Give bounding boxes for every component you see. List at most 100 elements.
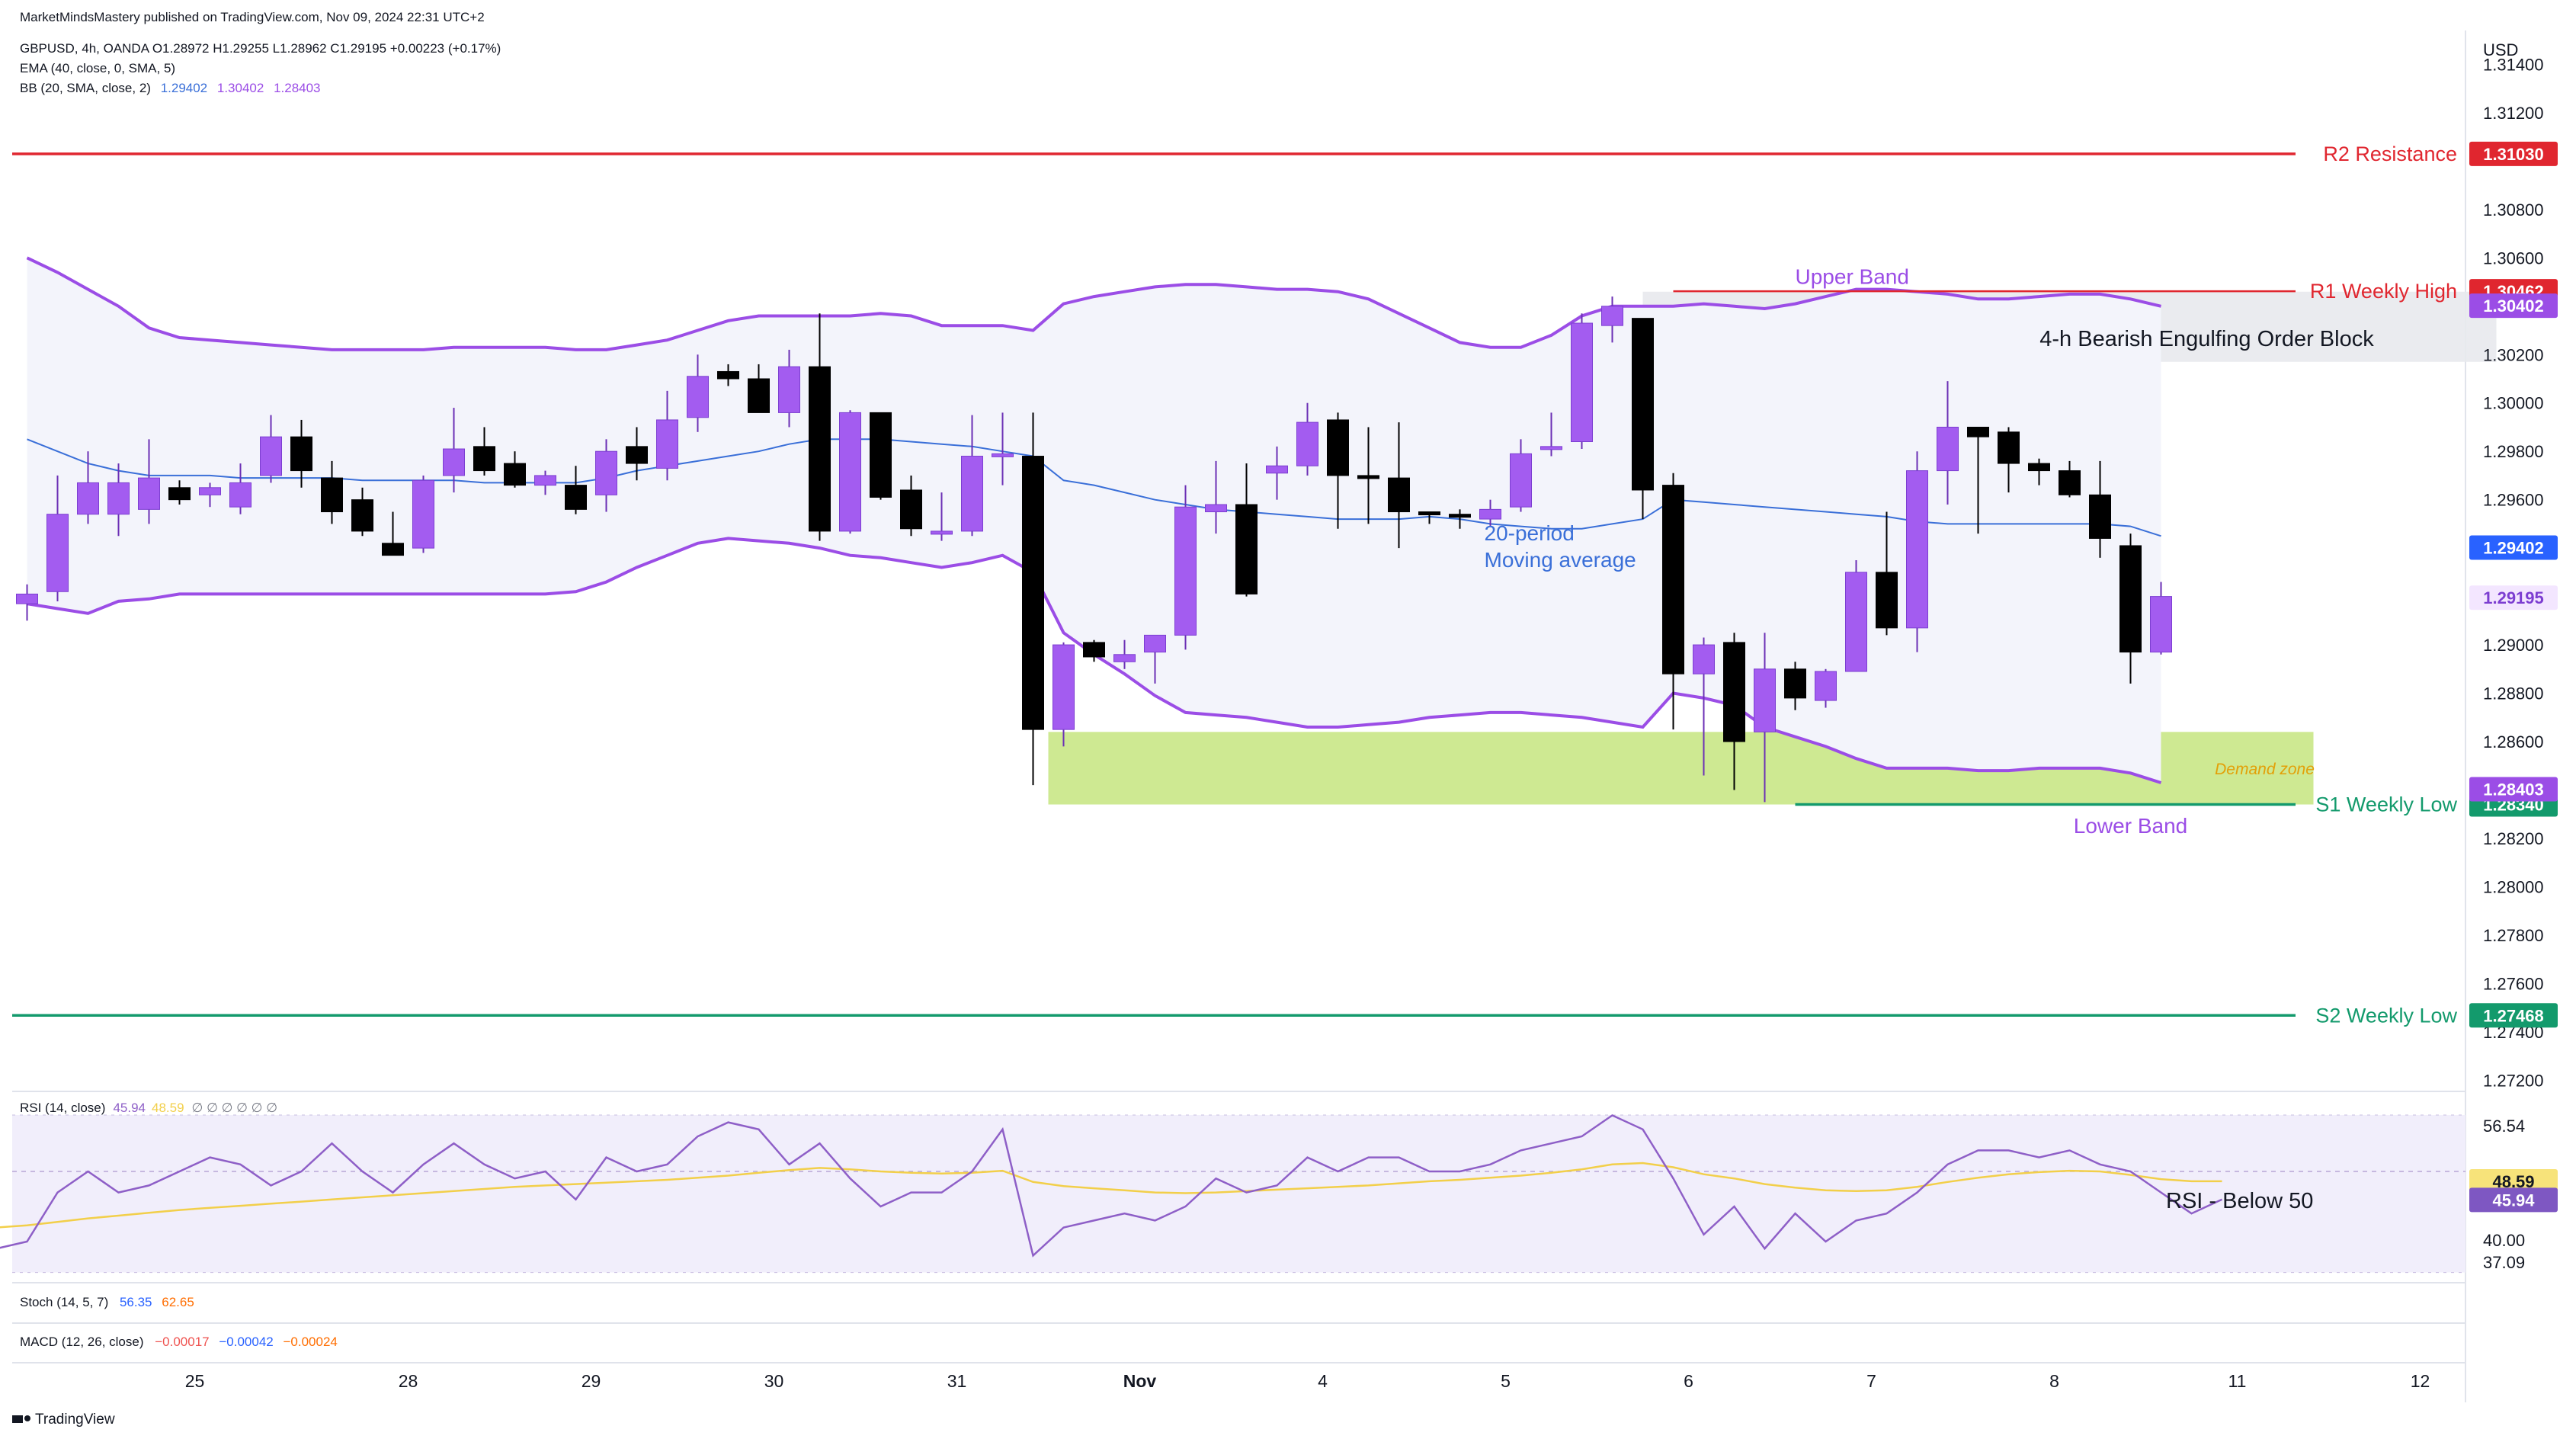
- level-price-text: 1.27468: [2483, 1006, 2544, 1025]
- price-tick-label: 1.28800: [2483, 684, 2544, 703]
- time-axis[interactable]: 25 28 29 30 31 Nov 4 5 6 7 8 11 12: [185, 1371, 2430, 1391]
- price-tag-text: 1.30402: [2483, 296, 2544, 316]
- price-tag-bands: 1.30402: [2469, 293, 2558, 319]
- candle: [1784, 662, 1806, 710]
- candle: [321, 460, 343, 524]
- order-block-label: 4-h Bearish Engulfing Order Block: [2039, 327, 2374, 351]
- bb-legend[interactable]: BB (20, SMA, close, 2) 1.29402 1.30402 1…: [20, 81, 321, 95]
- candle: [1601, 296, 1623, 343]
- moving-average-line: [27, 438, 2161, 537]
- candle: [1876, 511, 1898, 636]
- candle-body: [260, 436, 282, 476]
- candle: [1815, 668, 1837, 708]
- candle: [290, 419, 312, 488]
- rsi-ma-line: [0, 1162, 2222, 1229]
- price-tick-label: 1.29600: [2483, 491, 2544, 510]
- level-label: S1 Weekly Low: [2315, 793, 2457, 816]
- macd-label: MACD (12, 26, close): [20, 1335, 144, 1349]
- candle-body: [1510, 453, 1532, 508]
- band-fill: [27, 258, 2161, 783]
- price-tag-box: [2469, 585, 2558, 610]
- candle: [1998, 427, 2020, 493]
- macd-signal: −0.00024: [283, 1335, 337, 1349]
- candle: [443, 408, 465, 493]
- price-tick-label: 1.29800: [2483, 442, 2544, 461]
- tradingview-logo[interactable]: TradingView: [12, 1412, 115, 1428]
- candle: [1510, 439, 1532, 512]
- candle-body: [504, 463, 526, 486]
- macd-legend[interactable]: MACD (12, 26, close) −0.00017 −0.00042 −…: [20, 1335, 338, 1349]
- stoch-legend[interactable]: Stoch (14, 5, 7) 56.35 62.65: [20, 1295, 194, 1309]
- candle-body: [1053, 644, 1075, 730]
- candle-body: [1449, 514, 1471, 518]
- candle: [1662, 473, 1684, 730]
- candle: [1357, 427, 1379, 524]
- stoch-label: Stoch (14, 5, 7): [20, 1295, 108, 1309]
- publisher-line: MarketMindsMastery published on TradingV…: [20, 10, 485, 24]
- time-tick-label: 25: [185, 1371, 205, 1391]
- candle: [1022, 412, 1044, 786]
- time-tick-label: 28: [399, 1371, 418, 1391]
- candle-body: [1327, 419, 1349, 476]
- symbol-line[interactable]: GBPUSD, 4h, OANDA O1.28972 H1.29255 L1.2…: [20, 41, 501, 56]
- candle-body: [1845, 572, 1867, 672]
- candle-body: [138, 477, 160, 510]
- candle-body: [290, 436, 312, 472]
- candle-body: [687, 376, 709, 418]
- candle: [2059, 460, 2081, 498]
- candle-body: [1266, 465, 1288, 474]
- time-tick-label: 6: [1684, 1371, 1693, 1391]
- candle-body: [2089, 494, 2111, 539]
- currency-label[interactable]: USD: [2483, 40, 2518, 59]
- bb-legend-upper: 1.30402: [217, 81, 264, 95]
- rsi-pane: RSI (14, close) 45.94 48.59 ∅ ∅ ∅ ∅ ∅ ∅ 56.5…: [0, 1101, 2558, 1274]
- candle: [199, 482, 221, 508]
- candle-body: [199, 487, 221, 495]
- candle-body: [229, 482, 252, 508]
- ema-legend[interactable]: EMA (40, close, 0, SMA, 5): [20, 61, 175, 75]
- candle: [1235, 463, 1258, 597]
- candle-body: [351, 499, 373, 532]
- candle: [626, 427, 648, 481]
- candle-body: [2059, 470, 2081, 495]
- price-tag-bands: 1.28403: [2469, 777, 2558, 802]
- price-tick-label: 1.27200: [2483, 1071, 2544, 1090]
- candle: [16, 584, 38, 621]
- macd-line: −0.00042: [219, 1335, 273, 1349]
- bb-legend-label: BB (20, SMA, close, 2): [20, 81, 151, 95]
- level-label: R1 Weekly High: [2310, 280, 2457, 303]
- candle: [107, 463, 130, 537]
- price-tick-label: 1.31200: [2483, 104, 2544, 123]
- rsi-legend: RSI (14, close) 45.94 48.59 ∅ ∅ ∅ ∅ ∅ ∅: [20, 1101, 277, 1115]
- candle: [77, 451, 99, 524]
- candle-body: [1174, 506, 1197, 636]
- candle: [839, 410, 861, 534]
- rsi-value: 45.94: [113, 1101, 146, 1115]
- rsi-annotation: RSI - Below 50: [2166, 1189, 2313, 1213]
- candle-body: [1906, 470, 1928, 629]
- candle-body: [1205, 504, 1227, 513]
- candle-body: [748, 378, 770, 413]
- time-tick-label: 4: [1318, 1371, 1328, 1391]
- tradingview-logo-icon: [12, 1415, 23, 1423]
- candle: [992, 412, 1014, 485]
- candle: [1174, 485, 1197, 650]
- candle: [961, 415, 983, 537]
- price-tick-label: 1.27600: [2483, 974, 2544, 993]
- candle: [1144, 634, 1166, 684]
- candle-body: [1235, 504, 1258, 594]
- time-tick-label: 29: [582, 1371, 601, 1391]
- candle: [656, 390, 678, 481]
- candle-body: [2150, 596, 2172, 653]
- candle: [1754, 633, 1776, 803]
- time-tick-label: 5: [1501, 1371, 1511, 1391]
- candle-body: [992, 453, 1014, 457]
- price-tick-label: 1.30200: [2483, 345, 2544, 364]
- candle: [778, 349, 800, 428]
- candle: [1906, 451, 1928, 652]
- candle-body: [565, 485, 587, 510]
- candle: [931, 492, 953, 541]
- candle-body: [961, 456, 983, 532]
- candle-body: [1418, 511, 1440, 516]
